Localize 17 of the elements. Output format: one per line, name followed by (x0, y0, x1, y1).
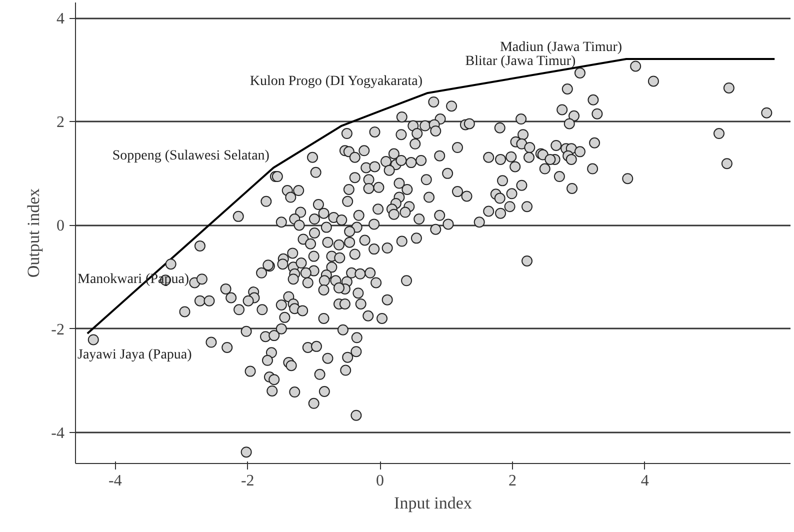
annotation: Blitar (Jawa Timur) (465, 54, 576, 69)
annotation: Jayawi Jaya (Papua) (78, 348, 192, 363)
x-tick-label: 0 (376, 472, 384, 490)
annotation: Soppeng (Sulawesi Selatan) (112, 148, 270, 164)
annotation: Kulon Progo (DI Yogyakarata) (250, 74, 423, 90)
y-tick-label: 0 (56, 218, 64, 235)
y-tick-label: 2 (56, 114, 64, 132)
x-tick-label: 2 (508, 472, 516, 490)
annotation: Madiun (Jawa Timur) (500, 40, 622, 55)
x-tick-label: 4 (640, 472, 649, 490)
y-tick-label: 4 (56, 10, 64, 28)
y-tick-label: -4 (51, 424, 64, 442)
x-axis-title: Input index (394, 494, 472, 512)
y-axis-title: Output index (24, 188, 44, 278)
x-tick-label: -4 (108, 472, 122, 490)
x-tick-label: -2 (240, 472, 254, 490)
y-tick-label: -2 (51, 321, 64, 338)
